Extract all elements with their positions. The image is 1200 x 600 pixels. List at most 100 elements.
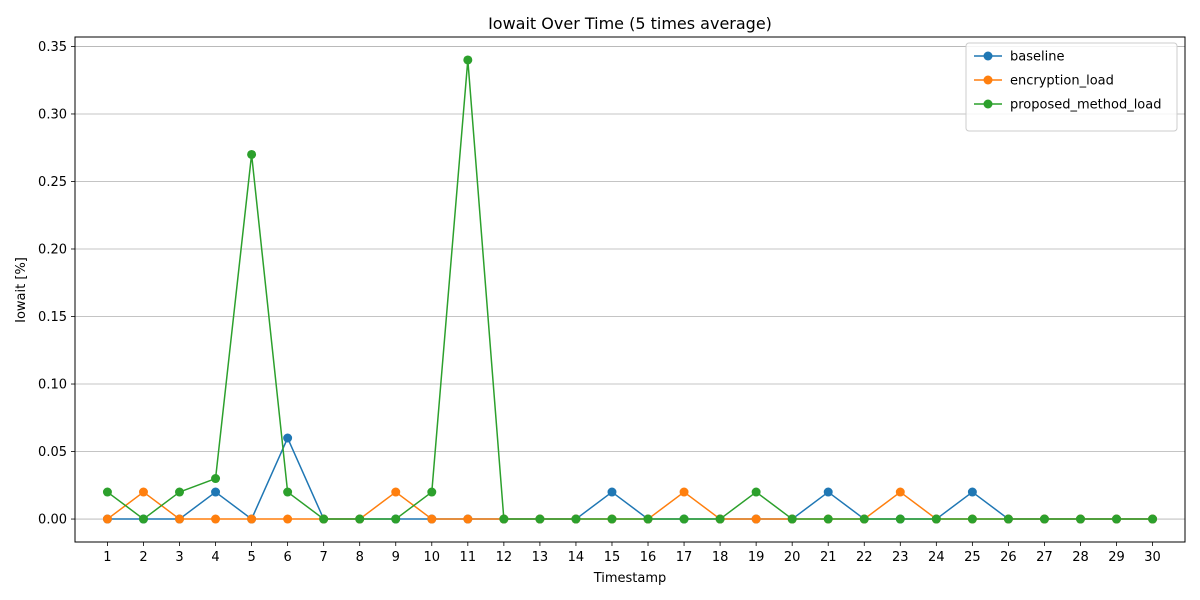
data-point	[391, 487, 401, 497]
y-tick-label: 0.25	[38, 175, 67, 190]
legend-label: encryption_load	[1010, 74, 1114, 89]
legend-item-encryption_load: encryption_load	[974, 74, 1114, 89]
x-tick-label: 18	[712, 550, 729, 565]
series-layer	[102, 55, 1158, 524]
data-point	[391, 514, 401, 524]
x-tick-label: 5	[247, 550, 255, 565]
data-point	[895, 514, 905, 524]
series-proposed_method_load	[102, 55, 1158, 524]
data-point	[463, 55, 473, 65]
data-point	[823, 514, 833, 524]
data-point	[283, 487, 293, 497]
x-tick-label: 7	[320, 550, 328, 565]
data-point	[138, 487, 148, 497]
x-tick-label: 6	[283, 550, 291, 565]
data-point	[643, 514, 653, 524]
x-tick-label: 25	[964, 550, 981, 565]
x-tick-label: 9	[392, 550, 400, 565]
data-point	[715, 514, 725, 524]
data-point	[211, 487, 221, 497]
data-point	[931, 514, 941, 524]
series-line	[106, 59, 1153, 520]
x-axis-label: Timestamp	[593, 571, 667, 586]
data-point	[787, 514, 797, 524]
x-tick-label: 10	[424, 550, 441, 565]
y-tick-label: 0.15	[38, 310, 67, 325]
plot-frame	[74, 36, 1186, 543]
data-point	[859, 514, 869, 524]
data-point	[211, 514, 221, 524]
legend-item-baseline: baseline	[974, 50, 1064, 65]
x-tick-label: 11	[460, 550, 477, 565]
data-point	[102, 487, 112, 497]
data-point	[427, 514, 437, 524]
x-tick-label: 22	[856, 550, 873, 565]
legend-marker	[983, 99, 993, 109]
grid-layer	[75, 46, 1185, 520]
chart-title: Iowait Over Time (5 times average)	[488, 14, 772, 33]
x-tick-label: 17	[676, 550, 693, 565]
x-tick-label: 29	[1108, 550, 1125, 565]
x-tick-label: 30	[1144, 550, 1161, 565]
x-tick-label: 8	[356, 550, 364, 565]
x-tick-label: 14	[568, 550, 585, 565]
x-tick-label: 3	[175, 550, 183, 565]
data-point	[1039, 514, 1049, 524]
x-tick-label: 24	[928, 550, 945, 565]
series-line	[107, 437, 1153, 520]
legend-item-proposed_method_load: proposed_method_load	[974, 98, 1161, 113]
data-point	[895, 487, 905, 497]
x-tick-label: 2	[139, 550, 147, 565]
data-point	[967, 487, 977, 497]
data-point	[751, 514, 761, 524]
data-point	[211, 474, 221, 484]
legend-marker	[983, 51, 993, 61]
y-tick-label: 0.30	[38, 107, 67, 122]
data-point	[967, 514, 977, 524]
data-point	[607, 487, 617, 497]
legend-label: baseline	[1010, 50, 1064, 65]
legend-marker	[983, 75, 993, 85]
y-tick-label: 0.00	[38, 513, 67, 528]
data-point	[463, 514, 473, 524]
data-point	[823, 487, 833, 497]
x-tick-label: 23	[892, 550, 909, 565]
x-tick-label: 26	[1000, 550, 1017, 565]
x-tick-label: 13	[532, 550, 549, 565]
data-point	[679, 514, 689, 524]
data-point	[319, 514, 329, 524]
x-tick-label: 16	[640, 550, 657, 565]
data-point	[102, 514, 112, 524]
x-tick-label: 15	[604, 550, 621, 565]
y-tick-label: 0.20	[38, 242, 67, 257]
x-tick-label: 27	[1036, 550, 1053, 565]
data-point	[175, 514, 185, 524]
data-point	[1148, 514, 1158, 524]
x-tick-label: 19	[748, 550, 765, 565]
data-point	[1112, 514, 1122, 524]
data-point	[247, 514, 257, 524]
x-tick-label: 1	[103, 550, 111, 565]
data-point	[535, 514, 545, 524]
y-tick-label: 0.35	[38, 40, 67, 55]
x-tick-label: 12	[496, 550, 513, 565]
series-baseline	[102, 433, 1158, 524]
data-point	[283, 433, 293, 443]
data-point	[175, 487, 185, 497]
legend-box	[965, 42, 1178, 132]
data-point	[247, 149, 257, 159]
x-tick-label: 4	[211, 550, 219, 565]
data-point	[499, 514, 509, 524]
x-tick-label: 21	[820, 550, 837, 565]
data-point	[138, 514, 148, 524]
data-point	[1075, 514, 1085, 524]
data-point	[427, 487, 437, 497]
y-tick-label: 0.05	[38, 445, 67, 460]
x-tick-label: 28	[1072, 550, 1089, 565]
y-axis-label: Iowait [%]	[14, 257, 29, 323]
legend-label: proposed_method_load	[1010, 98, 1161, 113]
data-point	[1003, 514, 1013, 524]
data-point	[571, 514, 581, 524]
